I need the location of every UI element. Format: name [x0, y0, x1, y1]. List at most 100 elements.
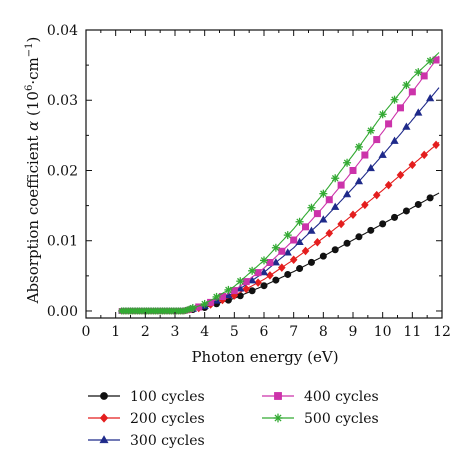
- data-point: [224, 285, 233, 294]
- series-line: [121, 55, 440, 312]
- data-point: [361, 200, 369, 210]
- series-500-cycles: [118, 52, 440, 315]
- y-axis-label-open: (10: [24, 91, 42, 121]
- data-point: [378, 110, 387, 119]
- data-point: [319, 189, 328, 198]
- data-point: [366, 163, 375, 172]
- data-point: [337, 181, 345, 189]
- data-point: [366, 126, 375, 135]
- data-point: [313, 210, 321, 218]
- data-point: [200, 299, 209, 308]
- data-point: [343, 239, 351, 247]
- data-point: [272, 276, 280, 284]
- y-axis-label-exponent: 6: [24, 85, 35, 91]
- data-point: [402, 207, 410, 215]
- data-point: [331, 174, 340, 183]
- x-axis-label: Photon energy (eV): [191, 348, 338, 366]
- data-point: [212, 292, 221, 301]
- data-point: [378, 150, 387, 158]
- data-point: [302, 223, 310, 231]
- x-tick-label: 1: [111, 324, 120, 340]
- data-point: [420, 150, 429, 160]
- data-point: [307, 203, 316, 212]
- data-point: [432, 140, 440, 150]
- data-point: [331, 202, 340, 210]
- data-point: [402, 81, 411, 90]
- series-line: [121, 52, 440, 312]
- data-point: [248, 276, 257, 284]
- series-line: [121, 141, 440, 312]
- data-point: [408, 88, 416, 96]
- data-point: [426, 93, 435, 102]
- data-point: [331, 246, 339, 254]
- data-point: [337, 219, 345, 229]
- x-tick-label: 6: [260, 324, 269, 340]
- legend-marker: [99, 435, 109, 444]
- axes: 0 1 2 3 4 5 6 7 8 9 10 11 120.000.010.020.030.04: [47, 23, 451, 340]
- legend-marker: [100, 392, 108, 400]
- data-point: [354, 177, 364, 185]
- data-point: [242, 284, 251, 294]
- y-axis-label-middle: ·cm: [24, 57, 42, 84]
- y-tick-label: 0.01: [47, 234, 78, 250]
- x-tick-label: 5: [230, 324, 239, 340]
- data-point: [325, 196, 333, 204]
- data-point: [420, 72, 428, 80]
- data-point: [367, 226, 375, 234]
- x-tick-label: 0: [82, 324, 91, 340]
- legend-item: 200 cycles: [88, 411, 205, 427]
- data-point: [248, 287, 256, 295]
- data-point: [254, 278, 262, 287]
- data-point: [319, 252, 327, 260]
- y-tick-label: 0.03: [47, 93, 78, 109]
- data-point: [414, 68, 423, 77]
- data-point: [248, 266, 257, 275]
- data-point: [343, 158, 352, 167]
- plot-area: [118, 52, 440, 315]
- series-200-cycles: [118, 140, 440, 315]
- data-point: [396, 170, 405, 180]
- data-point: [414, 108, 423, 116]
- data-point: [349, 166, 357, 174]
- legend-item: 100 cycles: [88, 389, 205, 405]
- x-tick-label: 12: [433, 324, 451, 340]
- y-axis-label-neg-exponent: −1: [24, 42, 35, 57]
- data-point: [361, 151, 369, 159]
- data-point: [296, 265, 304, 273]
- legend-item: 500 cycles: [262, 411, 379, 427]
- data-point: [319, 215, 328, 223]
- data-point: [278, 247, 286, 255]
- data-point: [259, 267, 269, 276]
- x-tick-label: 3: [171, 324, 180, 340]
- x-tick-label: 11: [403, 324, 421, 340]
- legend-item: 400 cycles: [262, 389, 379, 405]
- data-point: [295, 237, 304, 245]
- data-point: [426, 194, 434, 202]
- data-point: [295, 217, 304, 226]
- data-point: [414, 200, 422, 208]
- data-point: [379, 220, 387, 228]
- data-point: [277, 263, 286, 272]
- x-tick-label: 2: [141, 324, 150, 340]
- data-point: [373, 136, 381, 144]
- data-point: [384, 180, 393, 190]
- data-point: [390, 136, 399, 144]
- data-point: [301, 246, 310, 256]
- legend-marker: [99, 413, 109, 423]
- data-point: [313, 238, 322, 247]
- x-tick-label: 10: [374, 324, 392, 340]
- data-point: [289, 255, 298, 264]
- legend-marker: [274, 392, 282, 400]
- data-point: [426, 56, 435, 65]
- data-point: [307, 226, 316, 234]
- data-point: [325, 229, 334, 238]
- data-point: [188, 303, 197, 312]
- y-axis-label-close: ): [24, 37, 42, 43]
- y-axis-label: Absorption coefficient α (106·cm−1): [24, 37, 42, 305]
- data-point: [271, 258, 280, 266]
- legend-label: 100 cycles: [130, 389, 205, 405]
- data-point: [354, 142, 363, 151]
- y-tick-label: 0.04: [47, 23, 78, 39]
- legend-label: 200 cycles: [130, 411, 205, 427]
